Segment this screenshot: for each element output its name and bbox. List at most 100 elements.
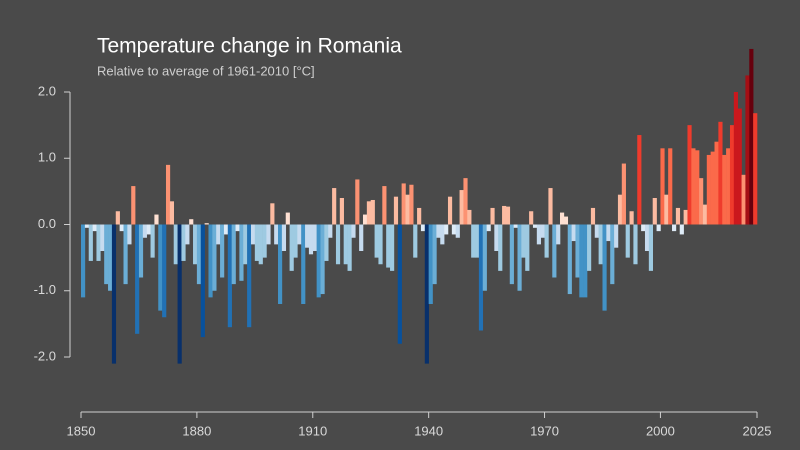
bar <box>270 203 275 225</box>
bar <box>710 151 715 225</box>
bar <box>413 224 418 258</box>
bar <box>204 223 209 225</box>
bar <box>123 224 128 285</box>
bar <box>583 224 588 298</box>
bar <box>424 224 429 364</box>
bar <box>486 224 491 232</box>
bar <box>146 224 151 235</box>
bar <box>390 224 395 271</box>
bar <box>652 198 657 225</box>
bar <box>594 224 599 238</box>
bar <box>382 186 387 225</box>
bar <box>189 219 194 225</box>
bar <box>706 154 711 225</box>
bar <box>335 224 341 265</box>
bar <box>115 211 120 225</box>
bar <box>289 224 294 271</box>
bar <box>664 194 669 225</box>
bar <box>347 224 352 271</box>
bar <box>405 194 410 225</box>
bar <box>587 224 592 271</box>
bar <box>162 224 167 318</box>
bar <box>247 224 252 328</box>
bar <box>81 224 86 298</box>
bar <box>281 224 287 251</box>
bar <box>185 224 190 245</box>
bar <box>502 205 507 225</box>
bar <box>374 224 379 258</box>
bar <box>517 224 522 291</box>
bar <box>702 204 708 225</box>
bar <box>223 224 229 235</box>
bar <box>274 224 279 245</box>
bar <box>602 224 607 311</box>
bar <box>420 224 426 232</box>
bar <box>84 224 90 228</box>
bar <box>490 207 495 225</box>
bar <box>208 224 213 298</box>
bar <box>401 183 406 225</box>
bar <box>629 211 634 225</box>
bar <box>301 224 306 304</box>
bar <box>529 211 534 225</box>
bar <box>154 214 159 225</box>
bar <box>691 148 696 225</box>
bar <box>610 224 615 285</box>
bar <box>158 224 163 311</box>
bar <box>250 224 256 245</box>
x-tick-label: 1850 <box>67 423 96 438</box>
bar <box>200 224 205 338</box>
bar <box>320 224 325 295</box>
bar <box>575 224 580 278</box>
bar <box>131 186 136 225</box>
bar <box>96 224 101 261</box>
bar <box>305 224 310 248</box>
bar <box>641 224 646 232</box>
bar <box>621 163 626 225</box>
bar <box>235 224 240 232</box>
bar <box>459 190 464 225</box>
bar <box>266 224 271 245</box>
bar <box>687 125 692 225</box>
bar <box>216 224 221 245</box>
x-tick-label: 1970 <box>530 423 559 438</box>
bar <box>679 224 684 235</box>
bar <box>695 150 700 225</box>
bar <box>343 224 348 265</box>
bar <box>455 224 460 238</box>
bar <box>220 224 225 278</box>
y-tick-label: 2.0 <box>38 83 56 98</box>
bar <box>567 224 572 295</box>
bar <box>675 207 681 225</box>
bar <box>142 224 147 238</box>
bar <box>633 224 638 265</box>
bar <box>393 196 399 225</box>
bar <box>540 224 545 238</box>
bar <box>648 224 654 271</box>
bar <box>119 224 124 232</box>
bar <box>196 224 202 285</box>
bar <box>258 224 263 265</box>
bar <box>409 184 414 225</box>
bar <box>432 224 437 285</box>
bar <box>556 224 561 245</box>
y-tick-label: 0.0 <box>38 216 56 231</box>
bar <box>552 224 557 278</box>
bar <box>173 224 178 265</box>
bar <box>316 224 321 298</box>
x-tick-label: 2025 <box>743 423 772 438</box>
bar <box>239 224 244 281</box>
bar <box>729 125 735 225</box>
bar <box>478 224 484 331</box>
bar <box>150 224 155 258</box>
bar <box>617 194 623 225</box>
bar <box>138 224 144 278</box>
bar <box>285 212 290 225</box>
bar <box>741 174 746 225</box>
bar <box>683 209 688 225</box>
bar <box>749 48 754 225</box>
bar <box>606 224 611 242</box>
bar <box>324 224 329 261</box>
bar <box>444 224 449 235</box>
